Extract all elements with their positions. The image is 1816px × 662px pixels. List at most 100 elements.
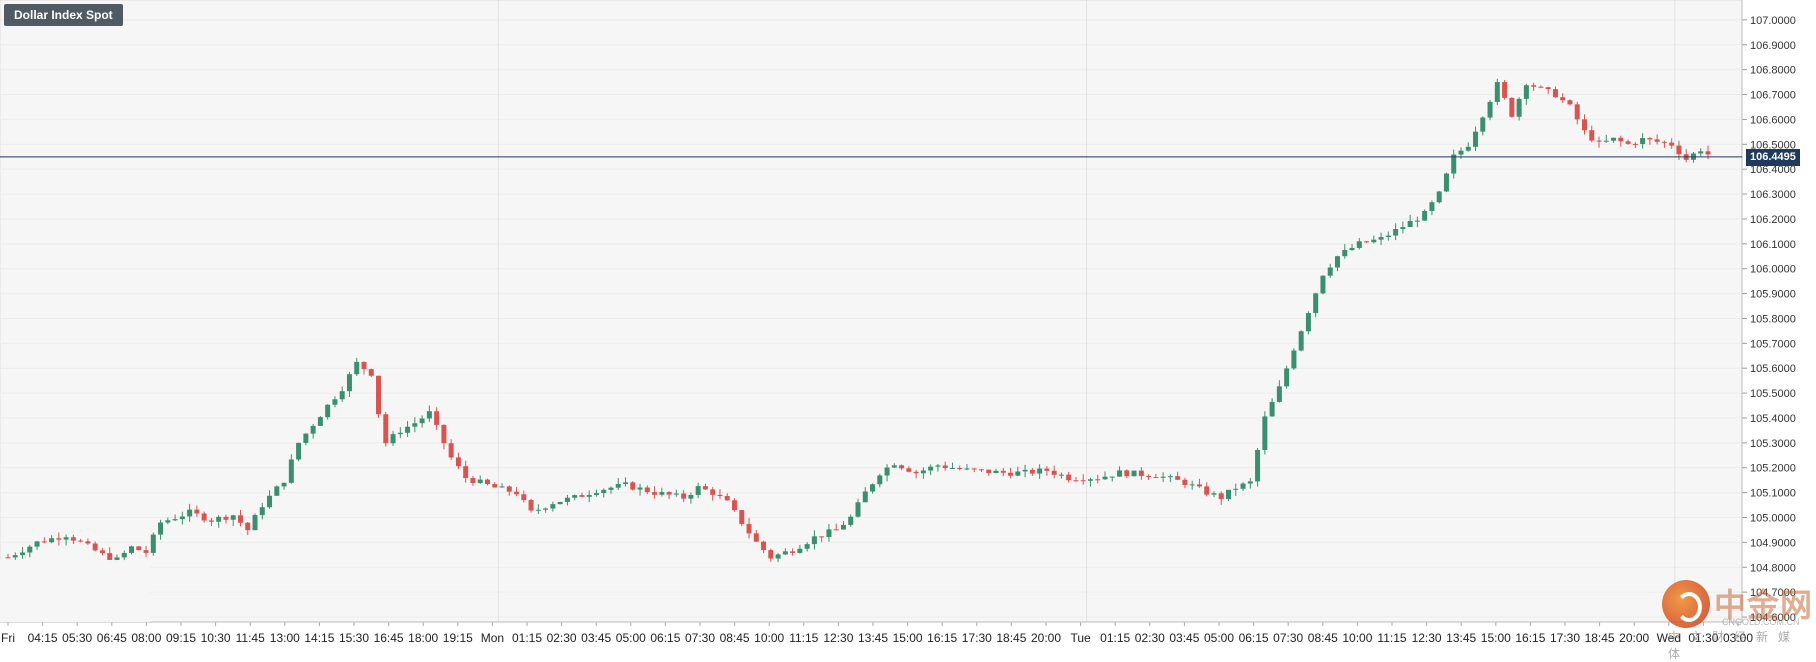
x-tick-label: 08:45 xyxy=(1308,631,1338,645)
candle-body xyxy=(1109,476,1115,478)
candle-body xyxy=(1131,470,1137,477)
candle-body xyxy=(1487,101,1493,118)
candle-body xyxy=(1058,474,1064,476)
candle-body xyxy=(1552,89,1558,98)
x-tick-label: 08:00 xyxy=(131,631,161,645)
candle-body xyxy=(1603,140,1609,142)
candle-body xyxy=(78,540,84,542)
x-tick-label: 11:15 xyxy=(789,631,818,645)
candle-body xyxy=(710,489,716,495)
candle-body xyxy=(296,442,302,460)
y-tick-label: 107.0000 xyxy=(1750,15,1796,27)
candle-body xyxy=(1182,479,1188,485)
candle-body xyxy=(426,411,432,419)
candle-body xyxy=(630,482,636,490)
candle-body xyxy=(993,470,999,474)
candle-body xyxy=(884,467,890,476)
candle-body xyxy=(85,541,91,544)
x-tick-label: 03:45 xyxy=(1169,631,1199,645)
candle-body xyxy=(906,468,912,472)
x-tick-label: 10:30 xyxy=(201,631,231,645)
x-tick-label: 13:00 xyxy=(270,631,300,645)
candle-body xyxy=(1473,131,1479,147)
y-tick-label: 106.3000 xyxy=(1750,189,1796,201)
x-tick-label: 16:15 xyxy=(927,631,957,645)
candle-body xyxy=(34,541,40,547)
x-tick-label: 01:15 xyxy=(512,631,542,645)
y-tick-label: 106.2000 xyxy=(1750,214,1796,226)
candle-body xyxy=(688,494,694,499)
candle-body xyxy=(194,509,200,514)
candle-body xyxy=(216,516,222,522)
candle-body xyxy=(484,479,490,485)
candle-body xyxy=(1029,469,1035,474)
plot-area xyxy=(0,0,1743,623)
candle-body xyxy=(1698,151,1704,154)
x-tick-label: Mon xyxy=(481,631,504,645)
candle-body xyxy=(288,459,294,483)
x-tick-label: 04:15 xyxy=(28,631,58,645)
candle-body xyxy=(1189,484,1195,486)
candle-body xyxy=(1044,468,1050,471)
candle-body xyxy=(1407,220,1413,228)
x-tick-label: 16:45 xyxy=(374,631,404,645)
candle-body xyxy=(230,515,236,520)
candle-body xyxy=(1015,471,1021,476)
candle-body xyxy=(376,375,382,415)
x-tick-label: 20:00 xyxy=(1031,631,1061,645)
candle-body xyxy=(1581,119,1587,131)
watermark-blur xyxy=(0,560,150,622)
x-tick-label: 02:30 xyxy=(547,631,577,645)
candle-body xyxy=(608,487,614,490)
x-tick-label: 03:45 xyxy=(581,631,611,645)
candle-body xyxy=(1022,469,1028,472)
candle-body xyxy=(1509,97,1515,117)
candle-body xyxy=(724,496,730,501)
x-tick-label: 05:00 xyxy=(1204,631,1234,645)
candle-body xyxy=(1117,470,1123,477)
candle-body xyxy=(753,533,759,542)
x-tick-label: 12:30 xyxy=(1412,631,1442,645)
candle-body xyxy=(572,495,578,498)
candle-body xyxy=(1073,480,1079,482)
candle-body xyxy=(252,515,258,531)
candle-body xyxy=(1611,137,1617,141)
candle-body xyxy=(1385,235,1391,238)
candle-body xyxy=(615,483,621,488)
x-tick-label: 11:45 xyxy=(236,631,265,645)
candle-body xyxy=(506,486,512,492)
candle-body xyxy=(1480,117,1486,132)
watermark-logo-icon xyxy=(1662,580,1710,628)
candle-body xyxy=(899,465,905,469)
candle-body xyxy=(1618,137,1624,142)
candle-body xyxy=(1160,476,1166,478)
y-tick-label: 104.8000 xyxy=(1750,562,1796,574)
x-tick-label: 06:45 xyxy=(97,631,127,645)
candle-body xyxy=(761,541,767,551)
candle-body xyxy=(12,555,18,558)
candle-body xyxy=(833,529,839,531)
candle-body xyxy=(129,546,135,553)
candle-body xyxy=(1233,488,1239,490)
candle-body xyxy=(826,529,832,537)
candle-body xyxy=(267,495,273,508)
candle-body xyxy=(1167,476,1173,478)
x-tick-label: 10:00 xyxy=(1342,631,1372,645)
candle-body xyxy=(1393,228,1399,236)
watermark-subtitle: 中文财经新媒体 xyxy=(1668,630,1801,661)
candle-body xyxy=(870,484,876,492)
candle-body xyxy=(27,546,33,553)
candle-body xyxy=(986,469,992,474)
candle-body xyxy=(1102,476,1108,480)
candle-body xyxy=(1051,470,1057,475)
x-tick-label: 17:30 xyxy=(1550,631,1580,645)
candle-body xyxy=(1196,484,1202,487)
candles xyxy=(5,78,1711,563)
y-tick-label: 104.9000 xyxy=(1750,537,1796,549)
candle-body xyxy=(949,467,955,469)
x-tick-label: 17:30 xyxy=(962,631,992,645)
candle-body xyxy=(1247,481,1253,484)
candle-body xyxy=(1356,241,1362,248)
candle-body xyxy=(63,537,69,540)
